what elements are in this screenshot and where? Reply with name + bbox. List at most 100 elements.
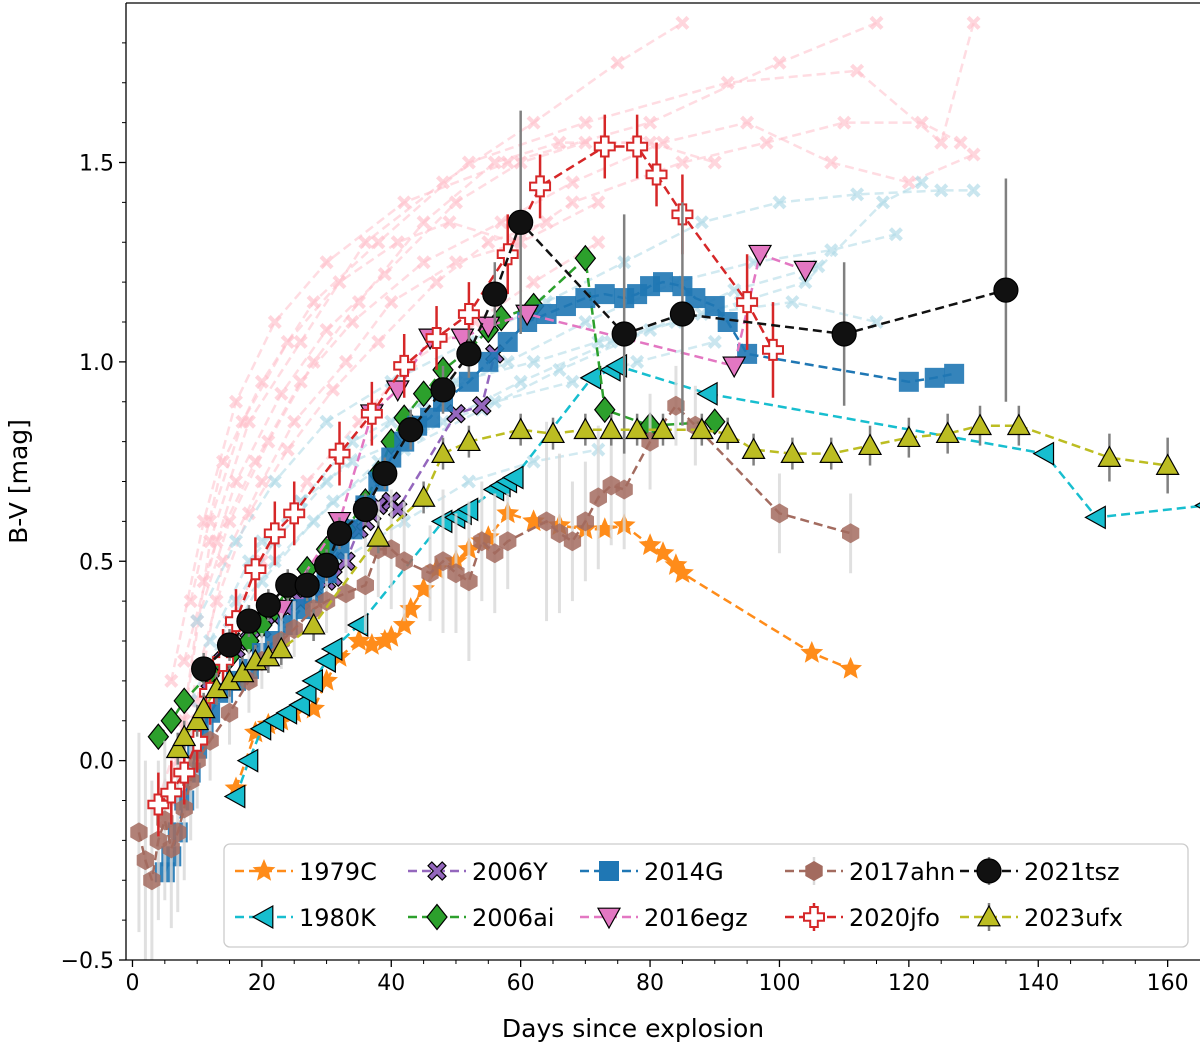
legend-entry-2016egz: 2016egz (580, 904, 748, 932)
background-pink-point (235, 414, 250, 429)
legend-label: 2020jfo (849, 904, 940, 932)
point-2006ai (594, 396, 616, 424)
background-pink-point (901, 175, 916, 190)
point-2017ahn (175, 798, 193, 819)
background-pink-point (306, 295, 321, 310)
background-lightblue-point (876, 195, 890, 210)
background-pink-point (461, 155, 476, 170)
legend-label: 2023ufx (1024, 904, 1123, 932)
background-pink-point (339, 354, 353, 369)
point-2014G (420, 407, 441, 428)
point-1980K (1084, 505, 1106, 530)
background-lightblue-point (267, 474, 282, 489)
point-1980K (294, 680, 317, 705)
background-pink-point (850, 63, 865, 78)
x-tick-label: 80 (636, 971, 664, 996)
background-pink-point (675, 15, 690, 30)
point-2014G (704, 296, 725, 317)
point-2021tsz (313, 552, 340, 578)
background-lightblue-point (229, 534, 243, 549)
background-pink-point (203, 514, 218, 529)
point-2017ahn (130, 822, 148, 843)
background-pink-point (390, 235, 405, 250)
point-2020jfo (593, 135, 616, 158)
point-2006ai (412, 380, 435, 408)
point-2021tsz (456, 341, 482, 367)
point-2023ufx (301, 612, 326, 635)
point-2023ufx (508, 417, 533, 440)
point-1980K (275, 700, 298, 725)
y-tick-label: 0.5 (79, 550, 114, 575)
point-2017ahn (317, 591, 336, 612)
legend-label: 2021tsz (1024, 858, 1120, 886)
background-pink-point (720, 75, 735, 90)
background-pink-point (229, 474, 243, 489)
point-2023ufx (366, 525, 391, 547)
background-pink-point (358, 235, 373, 250)
background-pink-point (164, 673, 179, 688)
x-tick-label: 140 (1017, 971, 1059, 996)
background-pink-point (345, 315, 360, 329)
legend-marker (599, 861, 619, 881)
point-2023ufx (715, 421, 740, 444)
point-2023ufx (741, 437, 766, 459)
background-pink-point (416, 215, 431, 230)
background-lightblue-point (772, 195, 787, 210)
point-2023ufx (689, 417, 714, 440)
background-pink-point (578, 115, 593, 130)
background-pink-point (552, 135, 567, 150)
legend-entry-2014G: 2014G (580, 858, 724, 886)
point-2017ahn (576, 511, 594, 532)
point-1980K (236, 748, 259, 773)
background-pink-point (377, 267, 392, 282)
x-tick-label: 40 (377, 971, 405, 996)
background-pink-point (578, 135, 593, 150)
point-2017ahn (460, 571, 478, 592)
series-1980K (223, 353, 1200, 809)
point-2023ufx (858, 433, 883, 456)
legend-entry-1979C: 1979C (235, 858, 377, 886)
point-1979C (839, 656, 862, 679)
background-pink-point (397, 195, 412, 210)
background-lightblue-point (552, 362, 567, 377)
point-2006Y (387, 499, 408, 520)
point-1980K (1032, 441, 1055, 466)
background-pink-point (183, 594, 198, 609)
background-pink-curve-2 (170, 21, 877, 682)
legend-marker (976, 858, 1002, 884)
point-2006Y (471, 395, 492, 416)
background-pink-point (177, 653, 192, 668)
background-pink-curve-9 (202, 141, 716, 582)
background-pink-point (707, 155, 722, 170)
x-tick-label: 160 (1147, 971, 1189, 996)
point-2021tsz (831, 321, 857, 347)
point-2021tsz (372, 460, 398, 487)
point-2020jfo (736, 291, 759, 314)
y-tick-label: 1.5 (79, 152, 114, 177)
point-2020jfo (761, 338, 784, 361)
background-pink-point (254, 374, 269, 389)
background-lightblue-point (461, 474, 476, 489)
legend-entry-2006Y: 2006Y (408, 858, 548, 886)
series-layer (130, 110, 1200, 960)
background-pink-point (740, 115, 755, 130)
axes: 0 20 40 60 80 100 120 140 160 −0.5 0.0 0.5 1.0 1.5 Day… (4, 2, 1200, 1043)
point-1979C (379, 625, 403, 647)
point-1980K (249, 716, 272, 741)
point-2006ai (173, 687, 195, 715)
point-2023ufx (1006, 413, 1031, 436)
background-pink-point (293, 334, 308, 349)
background-pink-point (326, 382, 340, 397)
point-1979C (360, 633, 384, 655)
point-1980K (301, 668, 324, 693)
background-lightblue-point (630, 354, 645, 369)
background-lightblue-curve-5 (234, 181, 923, 602)
point-2023ufx (650, 417, 676, 440)
point-1980K (1194, 502, 1200, 509)
point-2021tsz (993, 277, 1019, 303)
point-1980K (501, 465, 524, 490)
point-2020jfo (626, 135, 649, 158)
background-pink-point (300, 474, 315, 489)
point-2017ahn (143, 870, 161, 891)
point-2014G (944, 363, 965, 384)
